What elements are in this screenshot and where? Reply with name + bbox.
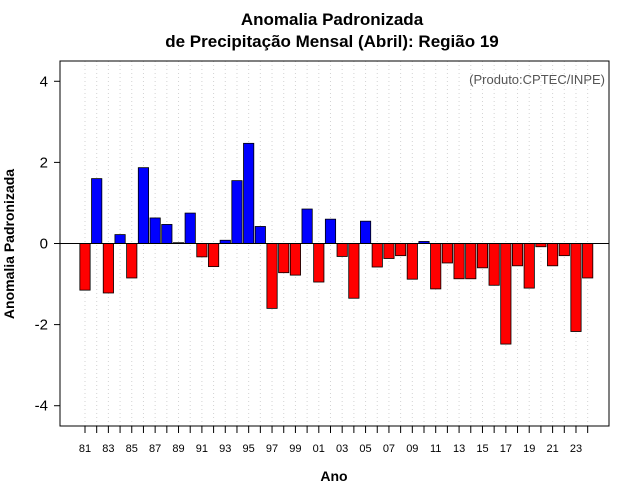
x-tick-label: 19 xyxy=(523,443,535,455)
x-tick-label: 05 xyxy=(359,443,371,455)
bar-82 xyxy=(91,178,103,244)
x-tick-label: 07 xyxy=(383,443,395,455)
bar-92 xyxy=(208,243,220,268)
x-tick-label: 81 xyxy=(79,443,91,455)
bar-15 xyxy=(476,243,489,269)
bar-00 xyxy=(301,208,313,244)
x-tick-label: 95 xyxy=(243,443,255,455)
bar-91 xyxy=(196,243,208,258)
bar-05 xyxy=(360,220,372,244)
x-tick-label: 85 xyxy=(126,443,138,455)
x-tick-label: 99 xyxy=(289,443,301,455)
bar-21 xyxy=(547,243,559,267)
bars xyxy=(79,142,594,345)
bar-01 xyxy=(313,243,325,283)
chart-title: Anomalia Padronizada xyxy=(241,10,424,29)
y-tick-label: -2 xyxy=(35,317,48,334)
bar-08 xyxy=(395,243,407,257)
bar-06 xyxy=(371,243,383,268)
x-tick-label: 13 xyxy=(453,443,465,455)
bar-95 xyxy=(243,142,255,244)
y-tick-label: -4 xyxy=(35,398,48,415)
x-tick-label: 83 xyxy=(102,443,114,455)
bar-96 xyxy=(254,226,266,244)
x-tick-label: 11 xyxy=(430,443,441,455)
bar-81 xyxy=(79,243,91,291)
bar-99 xyxy=(289,243,301,276)
y-tick-label: 4 xyxy=(40,73,48,90)
bar-98 xyxy=(278,243,290,274)
y-tick-label: 0 xyxy=(40,236,48,253)
bar-24 xyxy=(582,243,594,279)
y-axis: -4 -2 0 2 4 xyxy=(35,73,60,415)
bar-84 xyxy=(114,234,126,244)
bar-83 xyxy=(102,243,114,294)
x-tick-label: 21 xyxy=(546,443,558,455)
x-tick-label: 93 xyxy=(219,443,231,455)
bar-09 xyxy=(406,243,418,280)
bar-19 xyxy=(523,243,535,289)
bar-18 xyxy=(511,243,524,267)
bar-03 xyxy=(336,243,348,257)
bar-02 xyxy=(324,218,337,244)
bar-14 xyxy=(465,243,477,280)
y-tick-label: 2 xyxy=(40,154,48,171)
x-tick-label: 01 xyxy=(313,443,325,455)
bar-94 xyxy=(231,180,243,244)
bar-87 xyxy=(149,217,161,244)
grid-lines xyxy=(84,61,589,426)
bar-11 xyxy=(430,243,442,290)
x-tick-label: 87 xyxy=(149,443,161,455)
bar-86 xyxy=(137,167,150,244)
x-tick-label: 15 xyxy=(476,443,488,455)
x-tick-label: 91 xyxy=(196,443,208,455)
bar-85 xyxy=(126,243,138,279)
x-tick-label: 23 xyxy=(570,443,582,455)
bar-16 xyxy=(488,243,500,286)
x-tick-label: 03 xyxy=(336,443,348,455)
bar-23 xyxy=(570,243,582,332)
bar-07 xyxy=(383,243,395,259)
x-axis: 81 83 85 87 89 91 93 95 97 99 01 03 05 07 09 11 13 15 17 19… xyxy=(79,426,589,455)
x-tick-label: 97 xyxy=(266,443,278,455)
x-axis-title: Ano xyxy=(320,468,347,484)
y-axis-title: Anomalia Padronizada xyxy=(1,169,17,319)
bar-90 xyxy=(184,212,196,244)
bar-17 xyxy=(500,243,512,345)
source-annotation: (Produto:CPTEC/INPE) xyxy=(469,72,605,87)
bar-22 xyxy=(558,243,570,257)
x-tick-label: 17 xyxy=(500,443,512,455)
chart-subtitle: de Precipitação Mensal (Abril): Região 1… xyxy=(165,32,498,51)
bar-12 xyxy=(441,243,453,264)
x-tick-label: 89 xyxy=(172,443,184,455)
bar-88 xyxy=(161,224,173,244)
bar-97 xyxy=(266,243,278,309)
bar-04 xyxy=(348,243,360,299)
bar-13 xyxy=(453,243,465,280)
x-tick-label: 09 xyxy=(406,443,418,455)
